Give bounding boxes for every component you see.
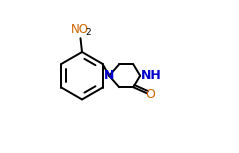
Text: O: O — [146, 88, 155, 101]
Text: 2: 2 — [86, 28, 91, 37]
Text: N: N — [104, 69, 114, 82]
Text: NO: NO — [71, 23, 89, 36]
Text: NH: NH — [141, 69, 162, 82]
